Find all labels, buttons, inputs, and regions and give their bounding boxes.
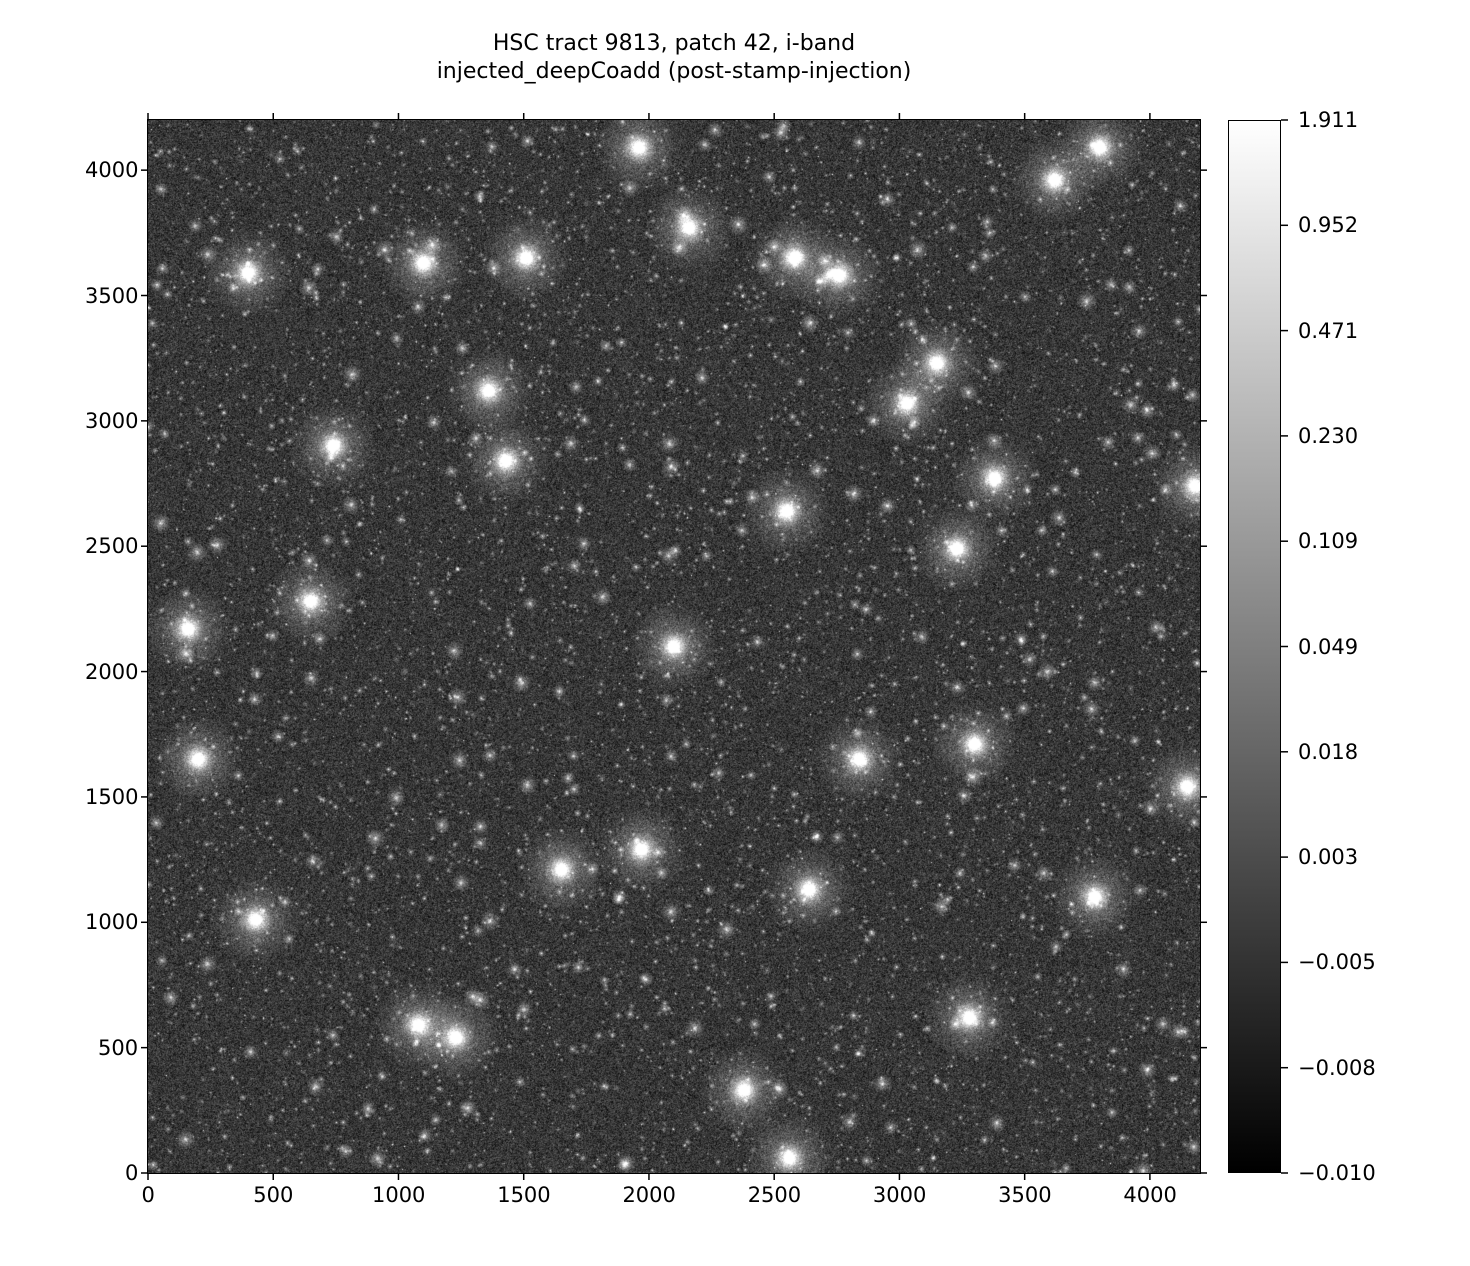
colorbar xyxy=(1228,120,1281,1173)
colorbar-tick-label: 0.952 xyxy=(1298,213,1359,238)
colorbar-tick-label: 0.109 xyxy=(1298,529,1359,554)
colorbar-tick-label: −0.010 xyxy=(1298,1161,1376,1185)
x-tick-label: 500 xyxy=(253,1183,294,1207)
x-tick-label: 0 xyxy=(141,1183,155,1207)
y-tick-label: 1000 xyxy=(85,910,139,935)
y-tick-label: 3000 xyxy=(85,408,139,433)
x-tick-label: 1500 xyxy=(497,1183,551,1207)
y-tick-label: 0 xyxy=(125,1161,139,1185)
colorbar-tick-label: 0.471 xyxy=(1298,318,1359,343)
y-tick-label: 1500 xyxy=(85,784,139,809)
image-plot xyxy=(148,120,1200,1173)
y-tick-label: 3500 xyxy=(85,283,139,308)
colorbar-tick-label: 0.230 xyxy=(1298,423,1359,448)
x-tick-label: 1000 xyxy=(371,1183,426,1207)
chart-title-line-2: injected_deepCoadd (post-stamp-injection… xyxy=(436,59,912,84)
colorbar-tick-label: −0.005 xyxy=(1298,950,1376,975)
y-tick-label: 2500 xyxy=(85,534,139,559)
x-tick-label: 2500 xyxy=(747,1183,802,1207)
colorbar-tick-label: 0.049 xyxy=(1298,634,1359,659)
y-tick-label: 4000 xyxy=(85,158,139,183)
y-tick-label: 500 xyxy=(98,1035,139,1060)
colorbar-tick-label: −0.008 xyxy=(1298,1055,1376,1080)
chart-title-line-1: HSC tract 9813, patch 42, i-band xyxy=(492,31,856,56)
colorbar-tick-label: 1.911 xyxy=(1298,108,1359,132)
x-tick-label: 4000 xyxy=(1123,1183,1177,1207)
x-tick-label: 3000 xyxy=(872,1183,927,1207)
y-tick-label: 2000 xyxy=(85,659,139,684)
x-tick-label: 2000 xyxy=(622,1183,676,1207)
colorbar-tick-label: 0.003 xyxy=(1298,845,1359,870)
colorbar-tick-label: 0.018 xyxy=(1298,739,1359,764)
x-tick-label: 3500 xyxy=(998,1183,1052,1207)
